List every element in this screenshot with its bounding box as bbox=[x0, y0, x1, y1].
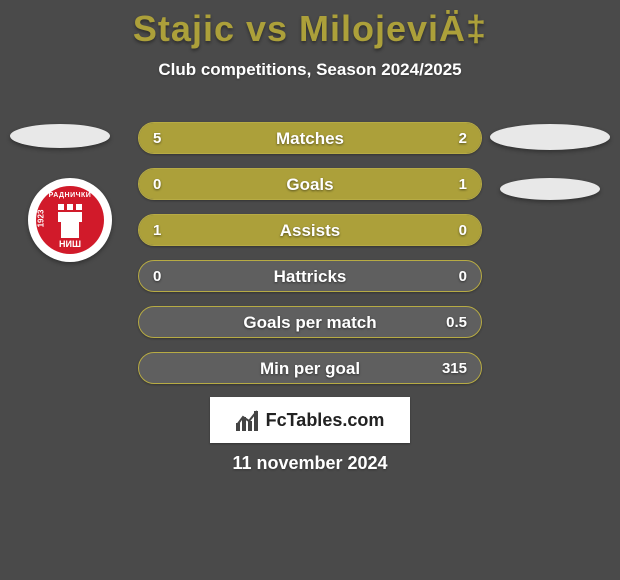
team-left-badge: РАДНИЧКИ 1923 НИШ bbox=[20, 178, 120, 264]
stat-row: Goals per match0.5 bbox=[138, 306, 482, 338]
date-text: 11 november 2024 bbox=[0, 453, 620, 474]
badge-year: 1923 bbox=[36, 210, 45, 228]
team-left-placeholder-1 bbox=[10, 124, 110, 148]
stat-label: Goals bbox=[139, 169, 481, 200]
stat-value-right: 0 bbox=[459, 261, 467, 292]
stat-value-right: 1 bbox=[459, 169, 467, 200]
stat-value-right: 0 bbox=[459, 215, 467, 246]
stat-value-right: 2 bbox=[459, 123, 467, 154]
badge-inner: РАДНИЧКИ 1923 НИШ bbox=[36, 186, 104, 254]
stat-value-left: 5 bbox=[153, 123, 161, 154]
stat-value-left: 0 bbox=[153, 169, 161, 200]
stat-row: Goals0 1 bbox=[138, 168, 482, 200]
stat-value-right: 315 bbox=[442, 353, 467, 384]
stat-label: Goals per match bbox=[139, 307, 481, 338]
stat-label: Min per goal bbox=[139, 353, 481, 384]
stat-row: Hattricks0 0 bbox=[138, 260, 482, 292]
stat-label: Assists bbox=[139, 215, 481, 246]
badge-tower-icon bbox=[58, 204, 82, 238]
team-right-placeholder-2 bbox=[500, 178, 600, 200]
fctables-icon bbox=[236, 409, 260, 431]
badge-text-bottom: НИШ bbox=[36, 239, 104, 249]
stat-value-left: 1 bbox=[153, 215, 161, 246]
stat-value-right: 0.5 bbox=[446, 307, 467, 338]
stat-label: Hattricks bbox=[139, 261, 481, 292]
page-title: Stajic vs MilojeviÄ‡ bbox=[0, 0, 620, 50]
badge-text-top: РАДНИЧКИ bbox=[36, 192, 104, 199]
stat-value-left: 0 bbox=[153, 261, 161, 292]
team-right-placeholder-1 bbox=[490, 124, 610, 150]
stats-container: Matches52Goals01Assists10Hattricks00Goal… bbox=[138, 122, 482, 398]
subtitle: Club competitions, Season 2024/2025 bbox=[0, 60, 620, 80]
fctables-watermark: FcTables.com bbox=[210, 397, 410, 443]
stat-row: Assists1 0 bbox=[138, 214, 482, 246]
fctables-text: FcTables.com bbox=[266, 410, 385, 431]
stat-label: Matches bbox=[139, 123, 481, 154]
stat-row: Min per goal315 bbox=[138, 352, 482, 384]
stat-row: Matches5 2 bbox=[138, 122, 482, 154]
